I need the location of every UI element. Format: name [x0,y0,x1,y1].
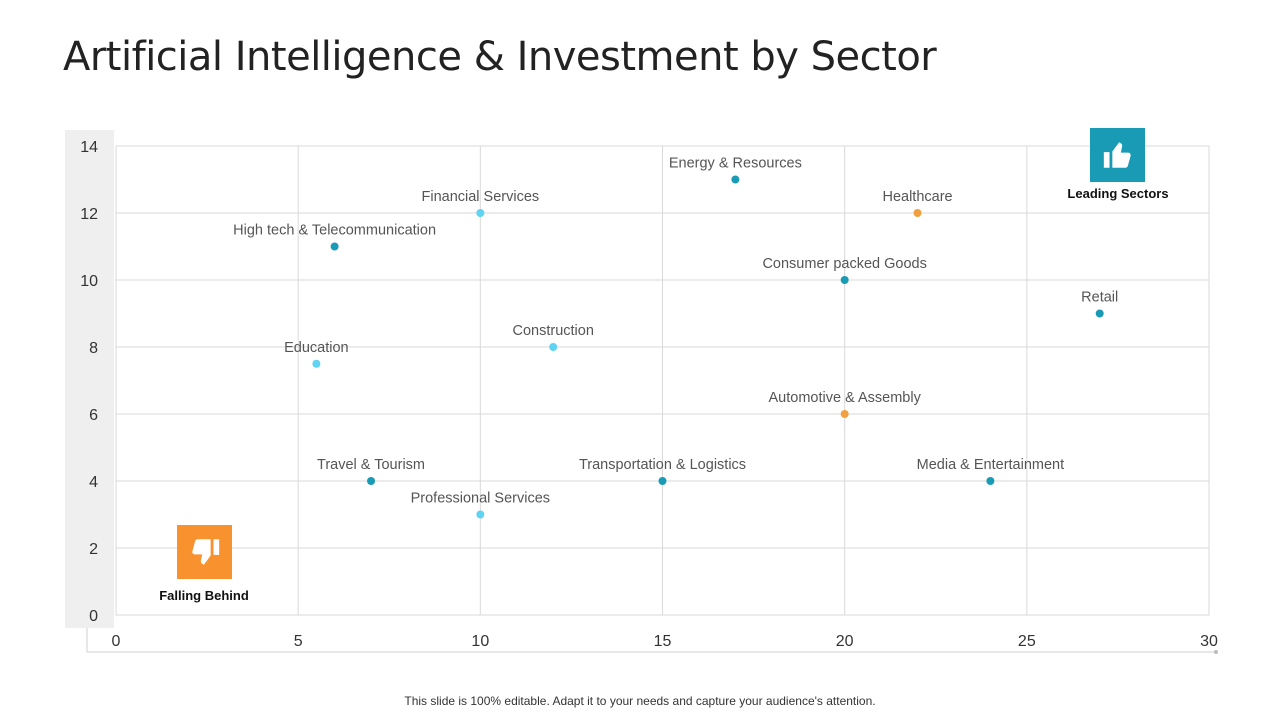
vertical-gridlines [297,146,1028,615]
x-tick-label: 30 [1200,633,1218,650]
data-point [658,477,667,485]
data-point [312,359,321,368]
data-label: Energy & Resources [669,156,802,172]
page-title: Artificial Intelligence & Investment by … [63,34,937,80]
x-tick-label: 10 [471,633,489,650]
data-point [840,276,849,284]
data-label: Financial Services [421,189,539,205]
y-axis-band [65,130,114,628]
x-tick-label: 5 [294,633,303,650]
data-points [312,175,1104,519]
data-point [986,477,995,485]
data-point [840,410,849,418]
leading-sectors-badge [1090,128,1145,182]
data-point [330,242,339,251]
y-tick-label: 6 [89,407,98,424]
thumbs-up-icon [1103,142,1131,168]
data-label: Media & Entertainment [917,457,1065,473]
y-tick-label: 2 [89,541,98,558]
y-tick-label: 10 [80,273,98,290]
footer-note: This slide is 100% editable. Adapt it to… [404,694,876,708]
data-label: Consumer packed Goods [762,256,926,272]
x-tick-label: 25 [1018,633,1036,650]
data-label: Transportation & Logistics [579,457,746,473]
y-tick-label: 4 [89,474,98,491]
x-tick-label: 15 [654,633,672,650]
data-point [731,175,740,184]
x-tick-labels: 0 5 10 15 20 25 30 [112,633,1218,650]
data-label: Healthcare [882,189,952,205]
y-tick-label: 12 [80,206,98,223]
data-point [367,477,376,485]
leading-sectors-label: Leading Sectors [1067,186,1169,201]
data-label: Education [284,340,349,356]
data-label: Professional Services [411,491,550,507]
data-label: Automotive & Assembly [769,390,922,406]
plot-border [115,145,1210,616]
axis-corner-handle [1214,650,1218,654]
data-point [1095,309,1104,318]
falling-behind-badge [177,525,232,579]
data-point [549,343,558,351]
data-label: High tech & Telecommunication [233,223,436,239]
falling-behind-label: Falling Behind [159,588,249,603]
y-tick-label: 0 [89,608,98,625]
x-tick-label: 0 [112,633,121,650]
data-point [913,209,922,217]
data-label: Construction [512,323,593,339]
data-point [476,510,485,519]
data-label: Travel & Tourism [317,457,425,473]
y-tick-label: 14 [80,139,98,156]
x-tick-label: 20 [836,633,854,650]
data-point [476,209,485,217]
thumbs-down-icon [191,539,219,565]
data-labels: Energy & Resources Financial Services Heal… [233,156,1118,507]
y-tick-labels: 0 2 4 6 8 10 12 14 [80,139,98,625]
data-label: Retail [1081,290,1118,306]
y-tick-label: 8 [89,340,98,357]
